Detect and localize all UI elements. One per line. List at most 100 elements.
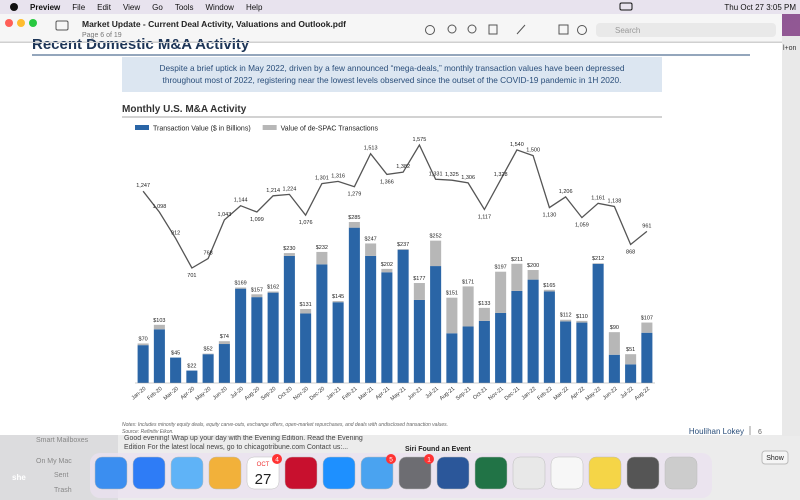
search-field[interactable] [596,23,776,37]
bar-total-label: $90 [610,325,619,331]
dock-icon[interactable] [626,456,660,490]
calendar-month[interactable]: OCT [257,462,270,468]
line-value-label: 1,279 [347,192,361,198]
sidebar-item[interactable]: Trash [54,487,72,494]
share-button[interactable] [488,24,498,35]
sidebar-toggle[interactable] [55,20,69,31]
bar-segment [511,290,523,383]
menu-item[interactable]: Tools [175,3,194,12]
bar-segment [413,299,425,383]
zoom-button[interactable] [29,19,37,27]
rotate-button[interactable] [558,24,569,35]
bar-segment [527,279,539,383]
menu-item[interactable]: Edit [97,3,112,12]
badge-count[interactable]: 5 [389,457,393,464]
dock-icon[interactable] [322,456,356,490]
bar-segment [300,308,312,314]
bar-segment [560,319,572,322]
calendar-day[interactable]: 27 [255,471,272,488]
dock-icon[interactable] [360,456,394,490]
line-value-label: 1,575 [412,137,426,143]
menu-item[interactable]: Preview [30,3,61,12]
apple-menu[interactable] [10,3,18,11]
markup-button[interactable] [516,24,526,35]
notification[interactable]: Siri Found an Event [405,446,471,453]
bar-total-label: $202 [381,262,393,268]
dock-icon[interactable] [208,456,242,490]
dock-icon[interactable] [664,456,698,490]
bar-segment [283,253,295,256]
menu-item[interactable]: Help [246,3,263,12]
line-value-label: 701 [187,273,196,279]
zoom-in-button[interactable] [467,24,477,34]
desktop-label: she [12,473,26,482]
bar-segment [186,370,198,383]
badge-count[interactable]: 1 [427,457,431,464]
dock-icon[interactable] [588,456,622,490]
bar-total-label: $110 [576,314,588,320]
sidebar-item[interactable]: On My Mac [36,458,72,465]
dock-icon[interactable] [436,456,470,490]
mail-preview[interactable]: Edition For the latest local news, go to… [124,444,348,451]
menu-item[interactable]: File [72,3,85,12]
menu-item[interactable]: View [123,3,140,12]
dock-icon[interactable] [246,456,280,490]
callout-text: Despite a brief uptick in May 2022, driv… [160,63,625,73]
bar-total-label: $232 [316,245,328,251]
dock-icon[interactable] [170,456,204,490]
dock-icon[interactable] [474,456,508,490]
bar-segment [170,357,182,383]
badge[interactable] [424,454,434,464]
line-value-label: 1,331 [429,171,443,177]
bar-segment [316,264,328,383]
bar-segment [397,249,409,250]
bar-segment [137,345,149,383]
minimize-button[interactable] [17,19,25,27]
sidebar-item[interactable]: Smart Mailboxes [36,437,89,444]
zoom-out-button[interactable] [447,24,457,34]
menu-item[interactable]: Go [152,3,163,12]
bar-segment [625,354,637,365]
dock-icon[interactable] [512,456,546,490]
close-button[interactable] [5,19,13,27]
dock-icon[interactable] [94,456,128,490]
bar-segment [495,312,507,383]
line-value-label: 1,540 [510,142,524,148]
dock-icon[interactable] [284,456,318,490]
menu-item[interactable]: Window [206,3,235,12]
bar-segment [348,227,360,383]
show-label[interactable]: Show [766,455,784,462]
dock-icon[interactable] [398,456,432,490]
dock-icon[interactable] [132,456,166,490]
line-value-label: 1,206 [559,189,573,195]
line-value-label: 1,316 [331,173,345,179]
bar-segment [251,294,263,298]
bar-segment [381,272,393,383]
bar-segment [576,322,588,383]
badge-count[interactable]: 4 [275,457,279,464]
bar-total-label: $211 [511,257,523,263]
bar-segment [202,354,214,383]
sidebar-item[interactable]: Sent [54,472,68,479]
badge[interactable] [272,454,282,464]
bar-total-label: $131 [300,302,312,308]
badge[interactable] [386,454,396,464]
info-button[interactable] [425,25,435,35]
dock-icon[interactable] [550,456,584,490]
callout-box [122,57,662,92]
line-value-label: 1,306 [461,175,475,181]
show-button[interactable] [761,450,789,465]
search-placeholder[interactable]: Search [615,26,640,35]
bar-segment [235,288,247,383]
battery[interactable] [619,2,633,11]
bar-segment [592,263,604,383]
annotate-button[interactable] [577,25,587,35]
bar-segment [137,343,149,346]
bar-segment [608,354,620,383]
mail-preview[interactable]: Good evening! Wrap up your day with the … [124,435,363,442]
clock[interactable]: Thu Oct 27 3:05 PM [724,3,796,12]
bar-total-label: $285 [348,215,360,221]
window-title: Market Update - Current Deal Activity, V… [82,19,346,29]
bar-segment [365,255,377,383]
page-number: 6 [758,429,762,436]
